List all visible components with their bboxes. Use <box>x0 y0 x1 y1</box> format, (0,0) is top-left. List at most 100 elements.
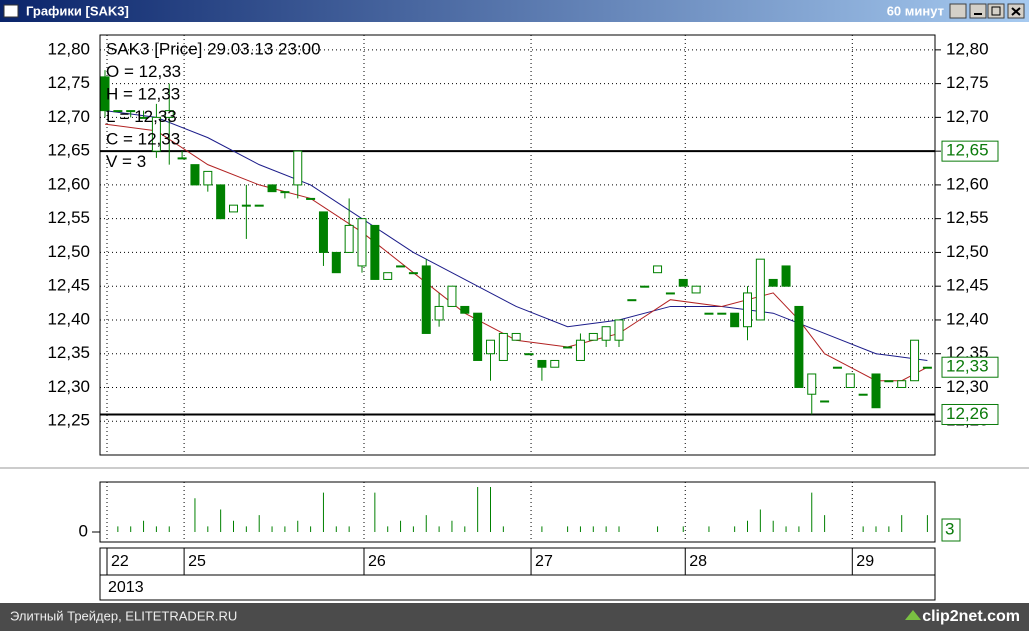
candle-body <box>537 359 547 368</box>
candle-body <box>498 332 508 361</box>
candle-body <box>318 211 328 253</box>
candle-body <box>601 326 611 341</box>
info-line: C = 12,33 <box>106 129 180 148</box>
window-icon <box>3 4 19 18</box>
candle-body <box>434 305 444 321</box>
candle-body <box>640 285 650 288</box>
volume-last-box <box>941 518 961 542</box>
window-title: Графики [SAK3] <box>26 3 129 18</box>
x-tick-label: 28 <box>689 553 707 570</box>
candle-body <box>794 305 804 388</box>
info-line: O = 12,33 <box>106 62 181 81</box>
candle-body <box>177 157 187 160</box>
candle-body <box>884 380 894 383</box>
candle-body <box>357 218 367 267</box>
footer-bar <box>0 603 1029 631</box>
candle-body <box>871 373 881 409</box>
candle-body <box>922 366 932 369</box>
y-tick-label-right: 12,45 <box>946 276 989 295</box>
candle-body <box>151 116 161 152</box>
last-price-box <box>941 356 999 378</box>
info-line: L = 12,33 <box>106 107 177 126</box>
candle-body <box>139 116 149 119</box>
candle-body <box>743 292 752 328</box>
x-tick-label: 25 <box>188 553 206 570</box>
candle-body <box>704 312 714 315</box>
candle-body <box>396 265 406 268</box>
candle-body <box>755 258 765 321</box>
y-tick-label-right: 12,55 <box>946 208 989 227</box>
minimize-button[interactable] <box>969 3 987 19</box>
y-tick-label: 12,60 <box>47 174 90 193</box>
candle-body <box>858 393 868 396</box>
candle-body <box>524 353 534 356</box>
candle-body <box>447 285 457 307</box>
candle-body <box>254 204 264 207</box>
candle-body <box>280 191 290 194</box>
y-tick-label: 12,30 <box>47 377 90 396</box>
candle-body <box>293 150 303 186</box>
candle-body <box>460 305 470 314</box>
chart-window <box>0 22 1029 603</box>
candle-body <box>614 319 624 341</box>
candle-body <box>691 285 701 294</box>
clip2net-logo <box>905 610 921 620</box>
candle-body <box>511 332 521 341</box>
y-tick-label-right: 12,75 <box>946 73 989 92</box>
candle-body <box>344 224 354 253</box>
y-tick-label: 12,25 <box>47 411 90 430</box>
candle-body <box>164 110 174 118</box>
x-tick-label: 29 <box>856 553 874 570</box>
candle-body <box>627 299 637 302</box>
candle-body <box>768 278 778 287</box>
candle-body <box>383 272 393 280</box>
y-tick-label: 12,75 <box>47 73 90 92</box>
candle-body <box>910 339 920 382</box>
y-tick-label: 12,65 <box>47 141 90 160</box>
candle-body <box>678 278 688 287</box>
y-tick-label-right: 12,30 <box>946 377 989 396</box>
candle-body <box>832 366 842 369</box>
level-label: 12,65 <box>946 141 989 160</box>
maximize-button[interactable] <box>987 3 1005 19</box>
candle-body <box>331 251 341 274</box>
candle-body <box>241 204 251 207</box>
candle-body <box>550 359 560 368</box>
pin-button[interactable] <box>949 3 967 19</box>
last-price-label: 12,33 <box>946 357 989 376</box>
volume-last-label: 3 <box>945 519 954 538</box>
level-label: 12,26 <box>946 404 989 423</box>
y-tick-label: 12,45 <box>47 276 90 295</box>
candle-body <box>229 204 238 213</box>
candle-body <box>113 110 123 113</box>
candle-body <box>408 272 418 275</box>
candle-body <box>216 184 226 220</box>
info-line: SAK3 [Price] 29.03.13 23:00 <box>106 39 321 58</box>
y-tick-label-right: 12,50 <box>946 242 989 261</box>
timeframe[interactable]: 60 минут <box>887 3 944 18</box>
date-panel <box>99 547 936 601</box>
x-tick-label: 26 <box>368 553 386 570</box>
candle-body <box>807 373 817 395</box>
footer-left: Элитный Трейдер, ELITETRADER.RU <box>10 608 237 623</box>
candle-body <box>588 332 598 341</box>
candle-body <box>820 400 830 403</box>
candle-body <box>665 292 675 295</box>
candle-body <box>421 265 431 334</box>
window-buttons <box>949 3 1025 19</box>
y-tick-label: 12,70 <box>47 107 90 126</box>
candle-body <box>100 76 110 112</box>
moving-average <box>104 110 928 361</box>
level-label-box <box>941 403 999 425</box>
y-tick-label-right: 12,70 <box>946 107 989 126</box>
level-label-box <box>941 140 999 162</box>
y-tick-label-right: 12,80 <box>946 39 989 58</box>
candle-body <box>575 339 585 361</box>
volume-panel <box>99 481 936 543</box>
candle-body <box>730 312 740 328</box>
y-tick-label: 12,35 <box>47 343 90 362</box>
candle-body <box>486 339 495 355</box>
y-tick-label-right: 12,60 <box>946 174 989 193</box>
candle-body <box>563 346 573 349</box>
info-line: V = 3 <box>106 152 146 171</box>
